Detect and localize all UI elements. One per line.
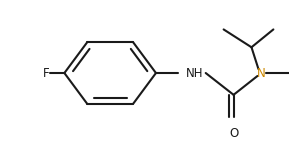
Text: NH: NH xyxy=(186,66,203,80)
Text: N: N xyxy=(257,66,266,80)
Text: F: F xyxy=(43,66,50,80)
Text: O: O xyxy=(229,126,238,140)
